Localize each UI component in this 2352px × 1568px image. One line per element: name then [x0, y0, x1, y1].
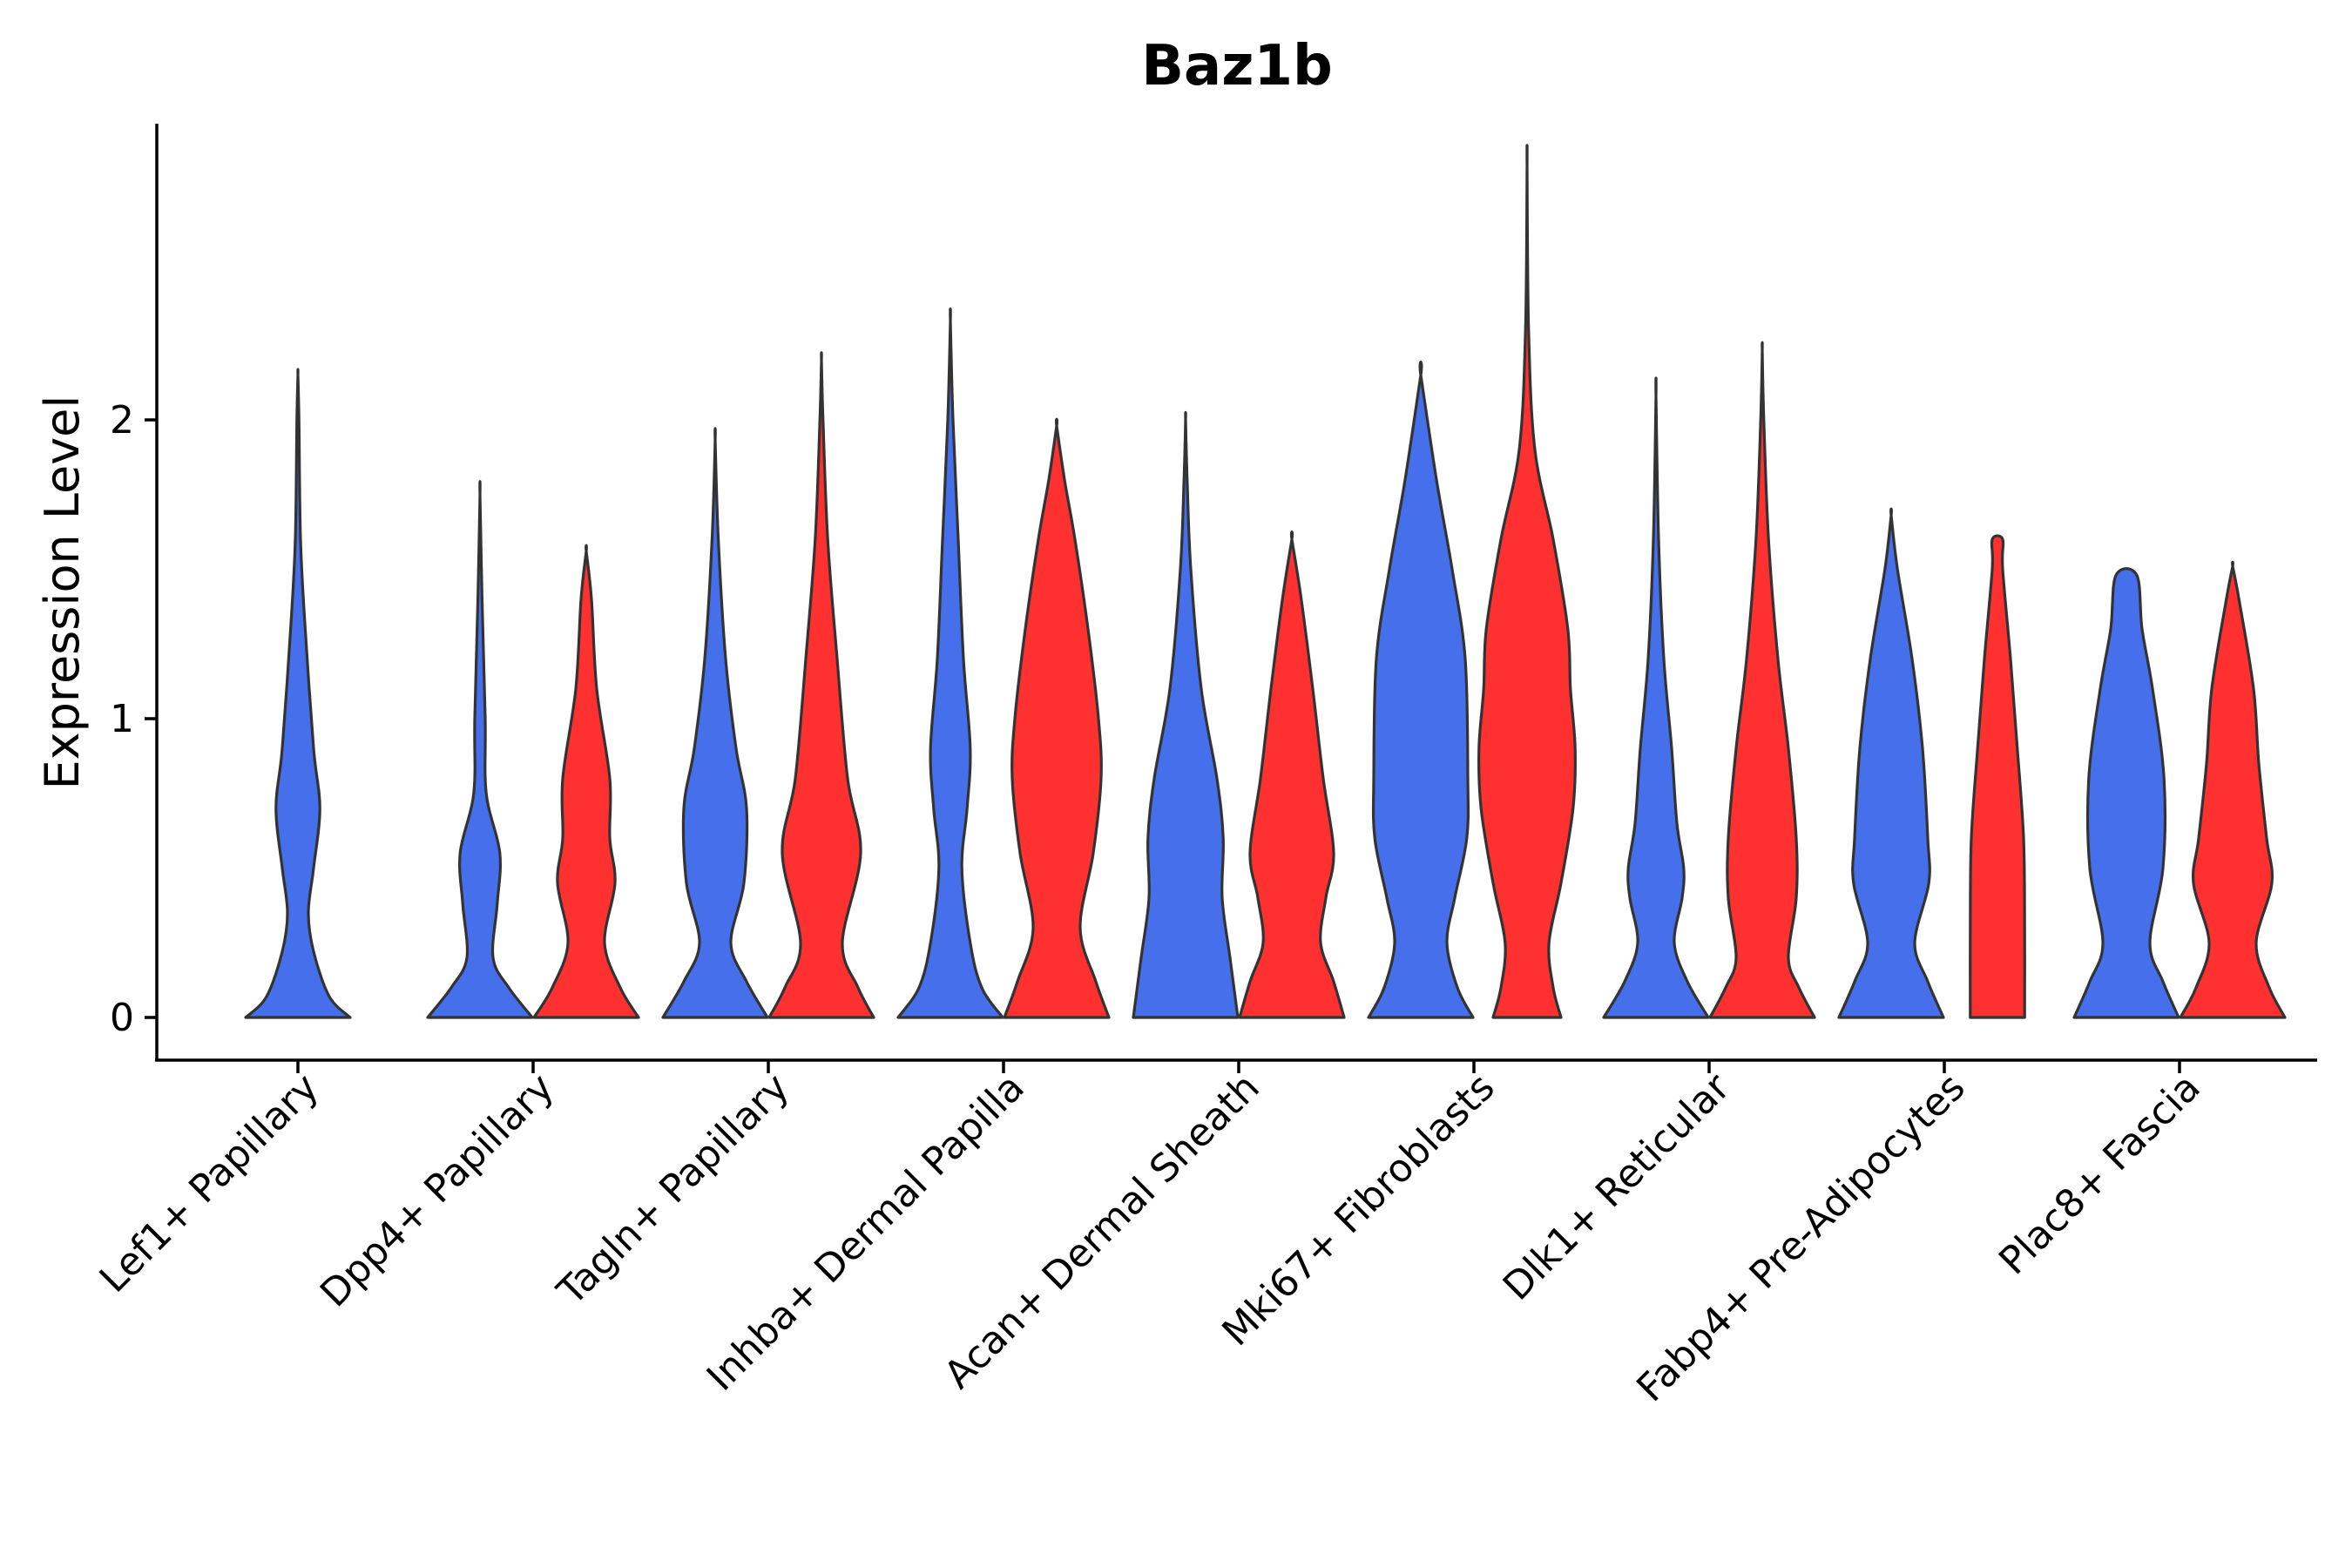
y-ticks: 0 1 2: [110, 398, 157, 1040]
x-tick-label-lef1-papillary: Lef1+ Papillary: [91, 1065, 328, 1301]
violin-group2-mki67-fibroblasts: [1477, 144, 1578, 1019]
violin-group1-dpp4-papillary: [426, 480, 534, 1019]
violin-group2-dlk1-reticular: [1708, 341, 1816, 1019]
y-tick-label-0: 0: [110, 996, 134, 1040]
violin-group2-dpp4-papillary: [532, 544, 640, 1019]
y-tick-label-1: 1: [110, 697, 134, 741]
violin-group1-fabp4-pre-adipocytes: [1837, 507, 1945, 1019]
x-tick-label-dpp4-papillary: Dpp4+ Papillary: [312, 1065, 563, 1316]
y-axis-label: Expression Level: [35, 395, 90, 790]
chart-title: Baz1b: [1141, 34, 1333, 98]
violin-group1-plac8-fascia: [2072, 567, 2180, 1019]
x-tick-label-tagln-papillary: Tagln+ Papillary: [549, 1065, 798, 1315]
violin-group2-tagln-papillary: [767, 351, 875, 1019]
x-tick-label-plac8-fascia: Plac8+ Fascia: [1990, 1065, 2209, 1284]
x-tick-label-dlk1-reticular: Dlk1+ Reticular: [1495, 1064, 1740, 1309]
violin-group2-acan-dermal-sheath: [1238, 531, 1346, 1019]
violin-group2-fabp4-pre-adipocytes: [1969, 534, 2026, 1019]
violin-group1-lef1-papillary: [244, 368, 352, 1019]
violin-group1-mki67-fibroblasts: [1367, 360, 1475, 1019]
violin-group1-dlk1-reticular: [1602, 376, 1710, 1019]
violin-group1-inhba-dermal-papilla: [896, 308, 1004, 1019]
violin-group1-acan-dermal-sheath: [1132, 410, 1240, 1019]
violin-layer: [244, 144, 2287, 1019]
violin-group2-inhba-dermal-papilla: [1003, 417, 1111, 1019]
y-tick-label-2: 2: [110, 398, 134, 443]
violin-group1-tagln-papillary: [661, 427, 769, 1019]
x-tick-label-mki67-fibroblasts: Mki67+ Fibroblasts: [1213, 1065, 1503, 1355]
violin-group2-plac8-fascia: [2179, 560, 2287, 1019]
